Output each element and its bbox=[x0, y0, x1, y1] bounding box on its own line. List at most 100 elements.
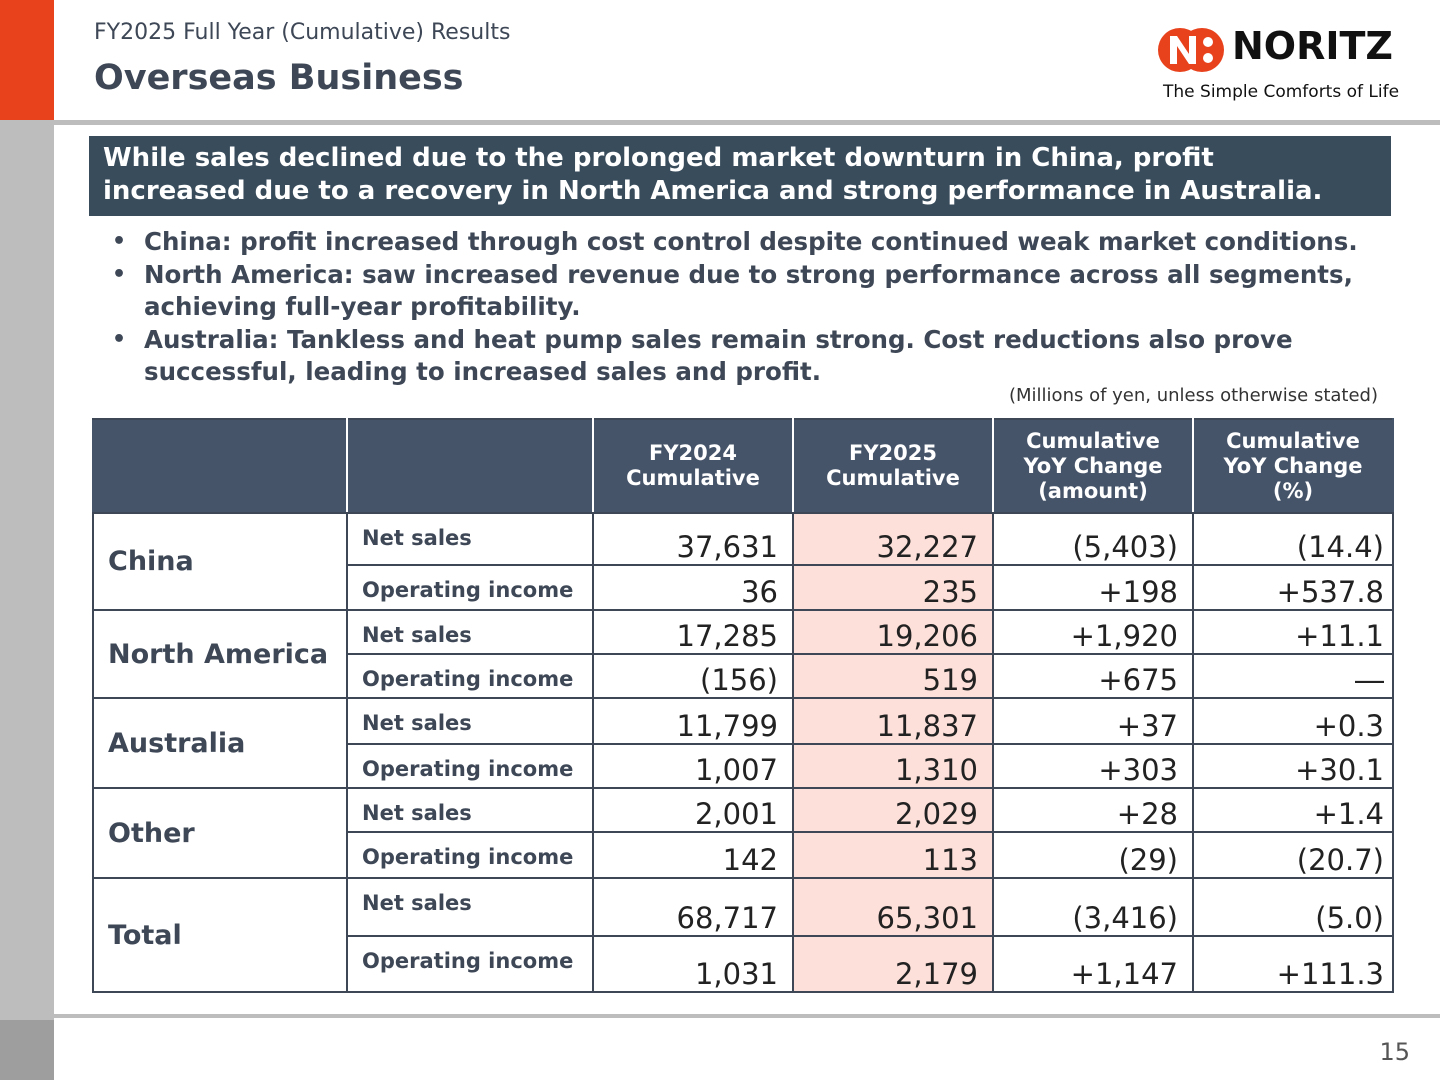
table-row: Operating income 142 113 (29) (20.7) bbox=[93, 831, 1394, 879]
table-row: North America Net sales 17,285 19,206 +1… bbox=[92, 609, 1394, 699]
bullet-dot-icon: • bbox=[112, 326, 127, 352]
cell-yoy-pct: +537.8 bbox=[1192, 564, 1394, 611]
cell-fy2025: 19,206 bbox=[792, 609, 994, 655]
cell-fy2024: 1,007 bbox=[592, 743, 794, 789]
header-yoy-pct: Cumulative YoY Change (%) bbox=[1192, 418, 1394, 514]
cell-yoy-amount: +675 bbox=[992, 653, 1194, 699]
page-number: 15 bbox=[1379, 1038, 1410, 1066]
region-north-america: North America bbox=[92, 609, 348, 699]
table-row: Australia Net sales 11,799 11,837 +37 +0… bbox=[92, 697, 1394, 789]
table-row: Other Net sales 2,001 2,029 +28 +1.4 bbox=[92, 787, 1394, 879]
bullet-text: achieving full-year profitability. bbox=[144, 292, 581, 321]
footer-divider bbox=[54, 1014, 1440, 1018]
cell-yoy-amount: (29) bbox=[992, 831, 1194, 879]
cell-yoy-amount: +28 bbox=[992, 787, 1194, 833]
metric-label: Net sales bbox=[346, 512, 594, 566]
table-row: China Net sales 37,631 32,227 (5,403) (1… bbox=[92, 512, 1394, 611]
metric-label: Operating income bbox=[346, 653, 594, 699]
cell-fy2024: 142 bbox=[592, 831, 794, 879]
slide-title: Overseas Business bbox=[94, 58, 464, 98]
overseas-results-table: FY2024 Cumulative FY2025 Cumulative Cumula… bbox=[92, 418, 1394, 993]
table-row: Operating income 1,007 1,310 +303 +30.1 bbox=[93, 743, 1394, 789]
cell-yoy-pct: ― bbox=[1192, 653, 1394, 699]
cell-yoy-amount: (3,416) bbox=[992, 877, 1194, 937]
bullet-text: Australia: Tankless and heat pump sales … bbox=[144, 324, 1293, 354]
left-sidebar-bar bbox=[0, 0, 54, 1080]
cell-yoy-amount: +198 bbox=[992, 564, 1194, 611]
bullet-dot-icon: • bbox=[112, 229, 127, 254]
header-fy2025: FY2025 Cumulative bbox=[792, 418, 994, 514]
cell-fy2025: 2,179 bbox=[792, 935, 994, 993]
cell-fy2025: 32,227 bbox=[792, 512, 994, 566]
unit-note: (Millions of yen, unless otherwise state… bbox=[1009, 385, 1378, 406]
metric-label: Net sales bbox=[346, 609, 594, 655]
headline-banner: While sales declined due to the prolonge… bbox=[89, 136, 1391, 216]
cell-yoy-amount: +1,147 bbox=[992, 935, 1194, 993]
header-metric bbox=[346, 418, 594, 514]
cell-fy2025: 519 bbox=[792, 653, 994, 699]
cell-yoy-pct: +111.3 bbox=[1192, 935, 1394, 993]
table-row: Operating income 36 235 +198 +537.8 bbox=[93, 564, 1394, 611]
cell-fy2025: 235 bbox=[792, 564, 994, 611]
summary-bullets: • China: profit increased through cost c… bbox=[108, 226, 1398, 389]
cell-yoy-pct: +1.4 bbox=[1192, 787, 1394, 833]
slide-subtitle: FY2025 Full Year (Cumulative) Results bbox=[94, 20, 511, 45]
metric-label: Operating income bbox=[346, 935, 594, 993]
cell-yoy-amount: +37 bbox=[992, 697, 1194, 745]
header-fy2024: FY2024 Cumulative bbox=[592, 418, 794, 514]
cell-yoy-pct: (14.4) bbox=[1192, 512, 1394, 566]
bullet-text: successful, leading to increased sales a… bbox=[144, 357, 822, 386]
header-yoy-amount: Cumulative YoY Change (amount) bbox=[992, 418, 1194, 514]
cell-fy2025: 113 bbox=[792, 831, 994, 879]
region-total: Total bbox=[92, 877, 348, 993]
cell-yoy-amount: +1,920 bbox=[992, 609, 1194, 655]
cell-yoy-amount: +303 bbox=[992, 743, 1194, 789]
cell-fy2024: 17,285 bbox=[592, 609, 794, 655]
cell-yoy-pct: (5.0) bbox=[1192, 877, 1394, 937]
bullet-dot-icon: • bbox=[112, 261, 127, 287]
bullet-text: China: profit increased through cost con… bbox=[144, 227, 1358, 256]
bullet-australia: • Australia: Tankless and heat pump sale… bbox=[108, 324, 1398, 389]
region-china: China bbox=[92, 512, 348, 611]
header-region bbox=[92, 418, 348, 514]
logo-wordmark: NORITZ bbox=[1232, 24, 1393, 68]
left-bottom-block bbox=[0, 1020, 54, 1080]
metric-label: Net sales bbox=[346, 787, 594, 833]
metric-label: Net sales bbox=[346, 697, 594, 745]
table-row: Total Net sales 68,717 65,301 (3,416) (5… bbox=[92, 877, 1394, 993]
cell-fy2024: 37,631 bbox=[592, 512, 794, 566]
cell-fy2024: (156) bbox=[592, 653, 794, 699]
metric-label: Operating income bbox=[346, 743, 594, 789]
bullet-china: • China: profit increased through cost c… bbox=[108, 226, 1398, 259]
region-other: Other bbox=[92, 787, 348, 879]
cell-fy2024: 36 bbox=[592, 564, 794, 611]
cell-fy2024: 11,799 bbox=[592, 697, 794, 745]
table-header-row: FY2024 Cumulative FY2025 Cumulative Cumula… bbox=[92, 418, 1394, 514]
cell-fy2025: 1,310 bbox=[792, 743, 994, 789]
left-accent-block bbox=[0, 0, 54, 120]
cell-fy2025: 65,301 bbox=[792, 877, 994, 937]
cell-fy2024: 68,717 bbox=[592, 877, 794, 937]
cell-yoy-amount: (5,403) bbox=[992, 512, 1194, 566]
cell-fy2025: 11,837 bbox=[792, 697, 994, 745]
cell-yoy-pct: +11.1 bbox=[1192, 609, 1394, 655]
noritz-logo-mark-icon bbox=[1158, 28, 1224, 72]
noritz-logo: NORITZ bbox=[1156, 24, 1396, 78]
metric-label: Operating income bbox=[346, 564, 594, 611]
brand-tagline: The Simple Comforts of Life bbox=[1163, 82, 1400, 102]
cell-fy2024: 1,031 bbox=[592, 935, 794, 993]
cell-yoy-pct: (20.7) bbox=[1192, 831, 1394, 879]
headline-line-2: increased due to a recovery in North Ame… bbox=[103, 176, 1323, 206]
cell-fy2025: 2,029 bbox=[792, 787, 994, 833]
table-row: Operating income 1,031 2,179 +1,147 +111… bbox=[93, 935, 1394, 993]
metric-label: Operating income bbox=[346, 831, 594, 879]
table-row: Operating income (156) 519 +675 ― bbox=[93, 653, 1394, 699]
cell-yoy-pct: +30.1 bbox=[1192, 743, 1394, 789]
bullet-north-america: • North America: saw increased revenue d… bbox=[108, 259, 1398, 324]
headline-line-1: While sales declined due to the prolonge… bbox=[103, 143, 1214, 173]
header-divider bbox=[54, 120, 1440, 125]
bullet-text: North America: saw increased revenue due… bbox=[144, 259, 1353, 289]
cell-yoy-pct: +0.3 bbox=[1192, 697, 1394, 745]
metric-label: Net sales bbox=[346, 877, 594, 937]
region-australia: Australia bbox=[92, 697, 348, 789]
